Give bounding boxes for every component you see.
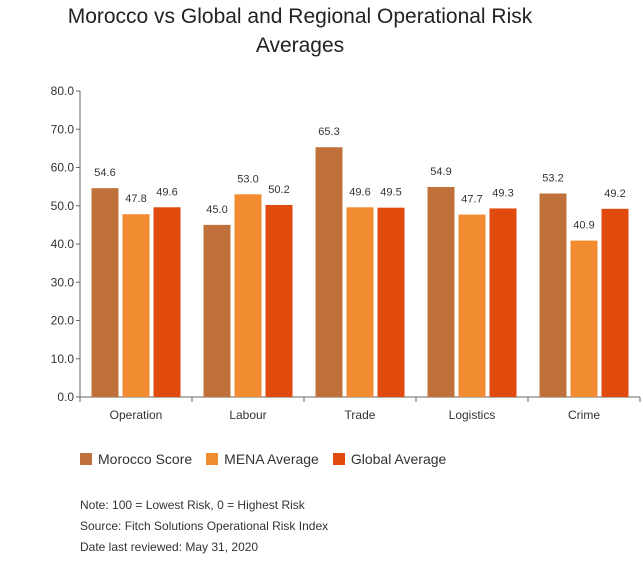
y-tick-label: 60.0: [51, 161, 75, 175]
bar[interactable]: [377, 207, 405, 397]
x-tick-label: Trade: [345, 408, 376, 422]
y-tick-label: 40.0: [51, 237, 75, 251]
bar-value-label: 49.2: [604, 188, 625, 200]
bar[interactable]: [427, 187, 455, 397]
bar[interactable]: [315, 147, 343, 397]
bar-value-label: 54.6: [94, 167, 115, 179]
y-tick-label: 0.0: [57, 390, 74, 404]
bar-value-label: 40.9: [573, 220, 594, 232]
y-tick-label: 30.0: [51, 275, 75, 289]
bar-value-label: 50.2: [268, 184, 289, 196]
bar-value-label: 53.2: [542, 173, 563, 185]
bar-value-label: 49.6: [156, 186, 177, 198]
bar-value-label: 47.8: [125, 193, 146, 205]
bar-value-label: 49.3: [492, 187, 513, 199]
note-text: Note: 100 = Lowest Risk, 0 = Highest Ris…: [80, 498, 305, 512]
bar[interactable]: [234, 194, 262, 397]
legend-item-morocco[interactable]: Morocco Score: [80, 451, 192, 467]
chart-title: Morocco vs Global and Regional Operation…: [0, 2, 600, 60]
bar[interactable]: [265, 204, 293, 397]
x-tick-label: Labour: [229, 408, 266, 422]
legend-swatch-global: [332, 453, 345, 465]
y-tick-label: 10.0: [51, 352, 75, 366]
bar-value-label: 54.9: [430, 166, 451, 178]
legend: Morocco Score MENA Average Global Averag…: [80, 451, 446, 467]
legend-label-global: Global Average: [350, 451, 447, 467]
legend-label-morocco: Morocco Score: [98, 451, 193, 467]
bar-chart: 0.0 10.0 20.0 30.0 40.0 50.0 60.0 70.0 80.0 Opera…: [51, 84, 641, 422]
source-text: Source: Fitch Solutions Operational Risk…: [80, 519, 329, 533]
bar-value-label: 45.0: [206, 204, 227, 216]
bar[interactable]: [203, 224, 231, 397]
y-tick-label: 20.0: [51, 314, 75, 328]
y-tick-label: 80.0: [51, 84, 75, 98]
x-tick-label: Crime: [568, 408, 600, 422]
legend-label-mena: MENA Average: [224, 451, 319, 467]
bar-value-label: 49.5: [380, 187, 401, 199]
bar[interactable]: [122, 214, 150, 397]
y-tick-label: 50.0: [51, 199, 75, 213]
bar-value-label: 49.6: [349, 186, 370, 198]
chart-notes: Note: 100 = Lowest Risk, 0 = Highest Ris…: [80, 495, 328, 558]
bar[interactable]: [153, 207, 181, 397]
chart-title-line-2: Averages: [255, 34, 345, 57]
x-tick-label: Operation: [110, 408, 163, 422]
bar-value-label: 47.7: [461, 194, 482, 206]
legend-swatch-mena: [206, 453, 219, 465]
chart-title-line-1: Morocco vs Global and Regional Operation…: [67, 5, 533, 28]
bar-value-label: 53.0: [237, 173, 258, 185]
bar[interactable]: [601, 208, 629, 397]
date-reviewed-text: Date last reviewed: May 31, 2020: [80, 540, 259, 554]
bar-value-label: 65.3: [318, 126, 339, 138]
legend-swatch-morocco: [80, 453, 92, 465]
bar[interactable]: [458, 214, 486, 397]
bar[interactable]: [570, 240, 598, 397]
bar[interactable]: [489, 208, 517, 397]
bar[interactable]: [346, 207, 374, 397]
legend-item-mena[interactable]: MENA Average: [206, 451, 319, 467]
legend-item-global[interactable]: Global Average: [332, 451, 447, 467]
y-tick-label: 70.0: [51, 122, 75, 136]
x-tick-label: Logistics: [449, 408, 496, 422]
bar[interactable]: [539, 193, 567, 397]
bar[interactable]: [91, 188, 119, 397]
